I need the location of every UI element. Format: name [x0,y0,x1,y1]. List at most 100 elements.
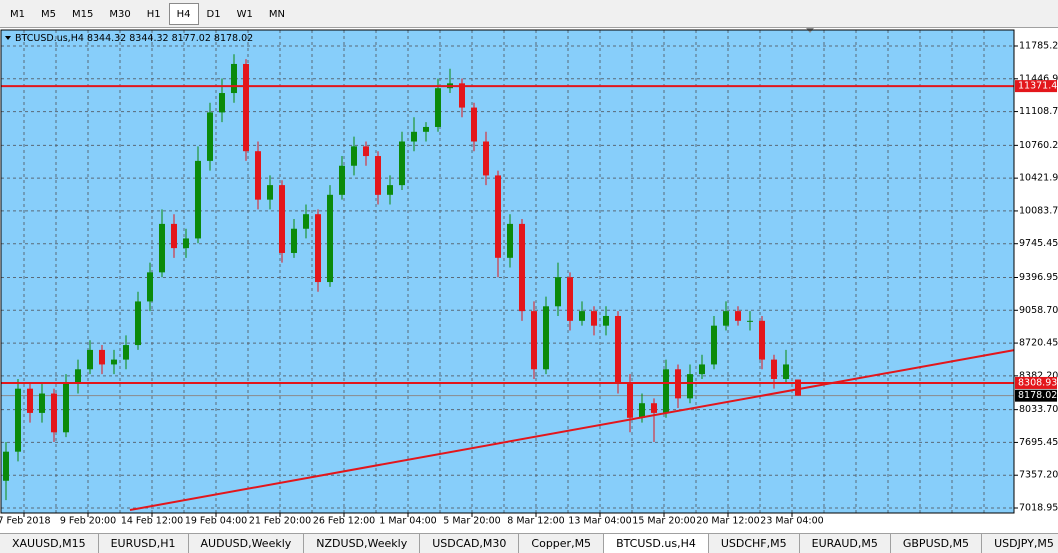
candle-body [231,63,237,94]
candle-body [699,364,705,375]
y-tick-label: 11785.20 [1019,41,1058,52]
timeframe-button[interactable]: M30 [109,8,131,20]
symbol-tab[interactable]: USDCAD,M30 [420,534,520,553]
symbol-tab[interactable]: Copper,M5 [519,534,605,553]
timeframe-toolbar: M1 M5 M15 M30 H1 H4 D1 W1 MN [0,0,1058,28]
chart: 11785.20 11446.95 11108.70 10760.20 10421.95… [0,28,1058,533]
candle-body [75,369,81,384]
level-price-box [1015,80,1057,93]
candle-body [51,393,57,433]
candle-body [255,151,261,200]
candle-body [543,306,549,370]
x-tick-label: 19 Feb 04:00 [185,516,247,527]
candle-body [711,325,717,365]
candle-body [495,175,501,258]
y-tick-label: 10083.70 [1019,205,1058,216]
candle-body [759,320,765,360]
x-tick-label: 26 Feb 12:00 [313,516,375,527]
candle-body [555,277,561,307]
timeframe-button[interactable]: D1 [206,8,221,20]
candle-body [423,126,429,132]
candle-body [183,238,189,249]
timeframe-button[interactable]: M15 [72,8,94,20]
current-price-label: 8178.02 [1018,390,1057,401]
candle-body [267,185,273,200]
candle-body [579,311,585,321]
header-ohlc: 8344.32 [87,33,126,44]
candle-body [135,301,141,346]
candle-body [63,383,69,433]
level-price-box [1015,376,1057,389]
candle-body [615,315,621,384]
candle-body [363,146,369,157]
timeframe-button[interactable]: MN [268,8,285,20]
y-tick-label: 7695.45 [1019,437,1058,448]
symbol-tab[interactable]: EURUSD,H1 [99,534,189,553]
symbol-tab[interactable]: GBPUSD,M5 [891,534,983,553]
symbol-tab[interactable]: AUDUSD,Weekly [189,534,305,553]
candle-body [15,388,21,452]
symbol-tab[interactable]: EURAUD,M5 [800,534,891,553]
timeframe-button[interactable]: M1 [10,8,25,20]
timeframe-button[interactable]: H4 [168,2,199,25]
symbol-tabs: XAUUSD,M15 EURUSD,H1 AUDUSD,Weekly NZDUSD,W… [0,533,1058,553]
x-tick-label: 8 Mar 12:00 [507,516,564,527]
candle-body [327,194,333,283]
candle-body [783,364,789,379]
symbol-tab[interactable]: BTCUSD.us,H4 [604,534,709,553]
x-tick-label: 14 Feb 12:00 [121,516,183,527]
plot-border [0,29,1015,514]
symbol-tab[interactable]: USDJPY,M5 [982,534,1058,553]
timeframe-button[interactable]: W1 [236,8,253,20]
candle-body [315,214,321,283]
x-tick-label: 15 Mar 20:00 [632,516,695,527]
candle-body [351,146,357,166]
header-ohlc: 8177.02 [172,33,211,44]
trendline [129,349,1015,512]
candle-body [687,374,693,399]
candle-body [771,359,777,379]
symbol-tab[interactable]: XAUUSD,M15 [0,534,99,553]
candle-body [651,403,657,413]
x-tick-label: 13 Mar 04:00 [568,516,631,527]
candle-body [219,93,225,113]
y-tick-label: 8720.45 [1019,338,1058,349]
y-tick-label: 7357.20 [1019,470,1058,481]
y-tick-label: 11446.95 [1019,73,1058,84]
candle-body [3,451,9,481]
x-tick-label: 1 Mar 04:00 [379,516,436,527]
header-ohlc: 8178.02 [214,33,253,44]
timeframe-button[interactable]: H1 [146,8,161,20]
candle-body [591,311,597,326]
x-tick-label: 5 Mar 20:00 [443,516,500,527]
y-tick-label: 10760.20 [1019,140,1058,151]
candle-body [303,214,309,229]
candle-body [171,223,177,249]
candle-body [795,379,801,396]
x-tick-label: 9 Feb 20:00 [60,516,116,527]
candle-body [111,359,117,365]
y-tick-label: 9396.95 [1019,272,1058,283]
current-price-box [1015,389,1057,402]
x-tick-label: 7 Feb 2018 [0,516,51,527]
candle-body [279,185,285,253]
candle-body [399,141,405,186]
candle-body [87,349,93,370]
symbol-tab[interactable]: USDCHF,M5 [709,534,800,553]
x-tick-label: 23 Mar 04:00 [760,516,823,527]
candle-body [27,388,33,413]
x-tick-label: 21 Feb 20:00 [249,516,311,527]
header-arrow [5,36,11,40]
candle-body [627,383,633,418]
candle-body [387,185,393,195]
candle-body [411,131,417,142]
y-tick-label: 9058.70 [1019,305,1058,316]
candle-body [663,369,669,413]
symbol-tab[interactable]: NZDUSD,Weekly [304,534,421,553]
candle-body [639,403,645,418]
candle-body [207,112,213,161]
timeframe-button[interactable]: M5 [41,8,56,20]
candle-body [567,277,573,321]
candle-body [507,223,513,258]
